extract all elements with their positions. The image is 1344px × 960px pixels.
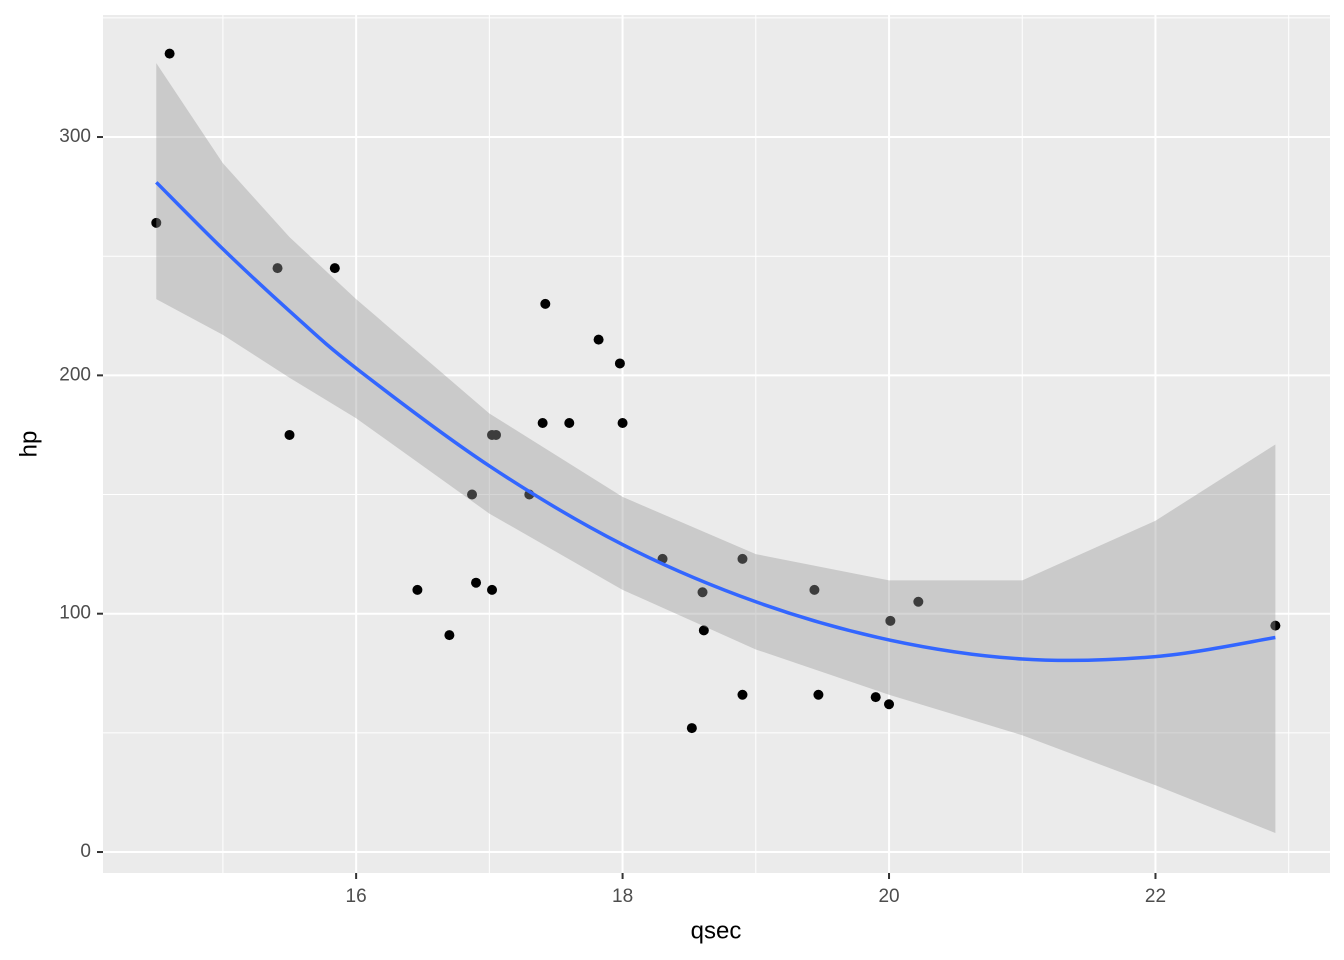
point (444, 630, 455, 641)
x-tick-label: 20 (878, 886, 899, 907)
point (1270, 620, 1281, 631)
x-tick-label: 16 (346, 886, 367, 907)
y-tick-label: 0 (80, 841, 91, 862)
point (412, 584, 423, 595)
point (564, 418, 575, 429)
point (593, 334, 604, 345)
point (540, 298, 551, 309)
point (471, 577, 482, 588)
point (686, 723, 697, 734)
x-tick-label: 18 (612, 886, 633, 907)
point (737, 689, 748, 700)
point (870, 692, 881, 703)
point (885, 615, 896, 626)
y-tick-label: 100 (59, 603, 91, 624)
confidence-band (156, 63, 1276, 833)
point (272, 263, 283, 274)
point (614, 358, 625, 369)
point (491, 429, 502, 440)
y-tick-label: 200 (59, 364, 91, 385)
x-axis-title: qsec (691, 917, 742, 944)
point (809, 584, 820, 595)
panel (103, 15, 1330, 873)
x-tick-label: 22 (1145, 886, 1166, 907)
point (913, 596, 924, 607)
point (467, 489, 478, 500)
point (884, 699, 895, 710)
y-tick-label: 300 (59, 126, 91, 147)
point (737, 553, 748, 564)
point (537, 418, 548, 429)
y-axis-title: hp (15, 431, 42, 458)
point (164, 48, 175, 59)
point (329, 263, 340, 274)
point (284, 429, 295, 440)
point (697, 587, 708, 598)
smooth-line (155, 181, 1276, 663)
point (487, 584, 498, 595)
point (617, 418, 628, 429)
point (698, 625, 709, 636)
point (151, 217, 162, 228)
point (813, 689, 824, 700)
